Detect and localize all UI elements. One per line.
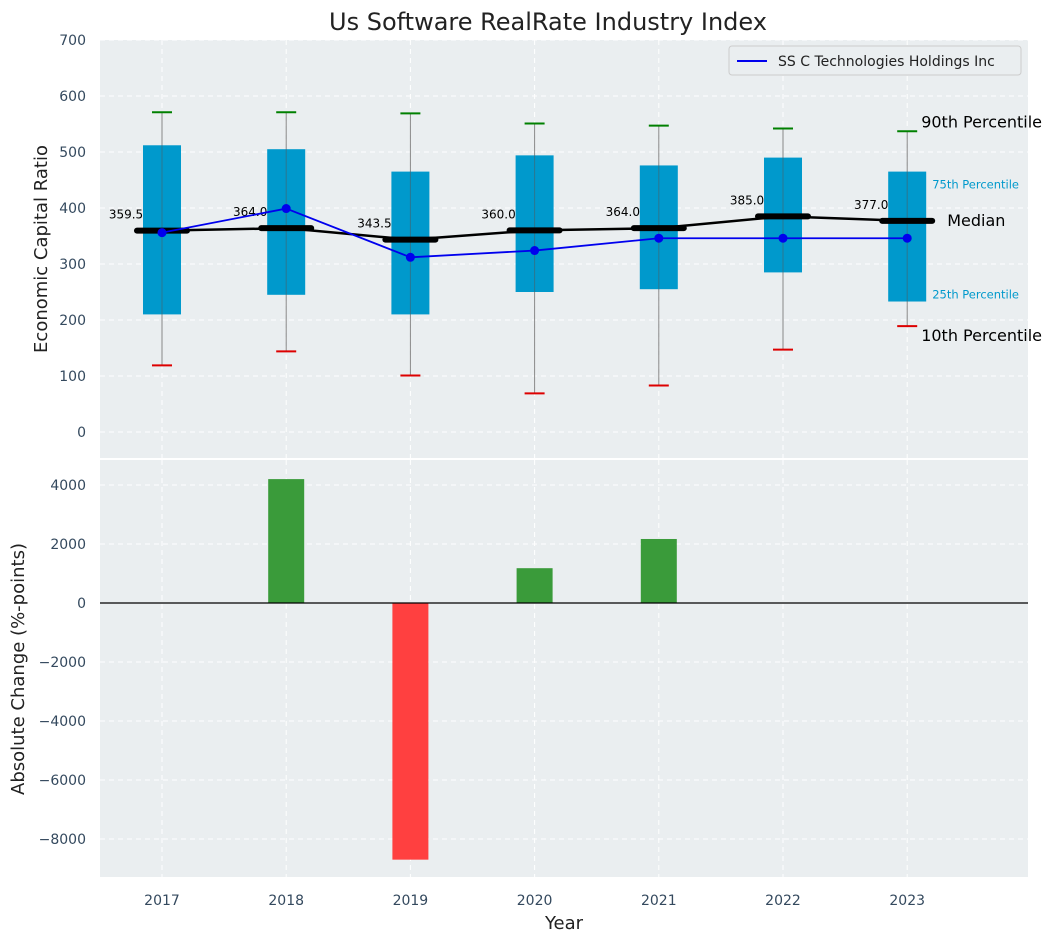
legend-entry: SS C Technologies Holdings Inc [778, 54, 995, 70]
top-y-ticks: 0 100 200 300 400 500 600 700 [59, 33, 86, 441]
x-tick-label: 2021 [641, 893, 677, 909]
change-bar [392, 603, 429, 860]
change-bar [640, 538, 677, 603]
annotation-p90: 90th Percentile [921, 112, 1042, 131]
y-tick-label: −4000 [39, 714, 86, 730]
y-tick-label: 400 [59, 201, 86, 217]
y-tick-label: 2000 [50, 537, 86, 553]
company-series [157, 204, 912, 262]
company-point [405, 252, 415, 262]
change-bars [100, 479, 1028, 860]
top-panel-bg [100, 40, 1028, 458]
x-tick-label: 2023 [889, 893, 925, 909]
chart-title: Us Software RealRate Industry Index [329, 8, 767, 36]
median-value-label: 360.0 [481, 207, 515, 221]
x-tick-label: 2019 [393, 893, 429, 909]
x-tick-label: 2017 [144, 893, 180, 909]
x-tick-label: 2022 [765, 893, 801, 909]
annotation-p75: 75th Percentile [932, 178, 1019, 192]
company-point [530, 246, 540, 256]
percentile-annotations: 90th Percentile 75th Percentile Median 25th… [921, 112, 1042, 345]
company-point [654, 233, 664, 243]
y-tick-label: 300 [59, 257, 86, 273]
change-bar [516, 568, 553, 603]
bottom-panel-bg [100, 460, 1028, 877]
legend: SS C Technologies Holdings Inc [728, 45, 1022, 76]
company-point [778, 233, 788, 243]
change-bar [268, 479, 305, 603]
y-tick-label: 600 [59, 89, 86, 105]
bottom-y-ticks: −8000 −6000 −4000 −2000 0 2000 4000 [39, 478, 86, 848]
y-tick-label: 700 [59, 33, 86, 49]
annotation-median: Median [947, 211, 1005, 230]
y-tick-label: 0 [77, 596, 86, 612]
y-tick-label: 0 [77, 425, 86, 441]
median-value-label: 364.0 [606, 205, 640, 219]
annotation-p25: 25th Percentile [932, 288, 1019, 302]
top-ylabel: Economic Capital Ratio [31, 145, 52, 353]
bottom-ylabel: Absolute Change (%-points) [8, 543, 29, 795]
company-point [902, 233, 912, 243]
x-tick-label: 2018 [268, 893, 304, 909]
x-tick-label: 2020 [517, 893, 553, 909]
y-tick-label: 100 [59, 369, 86, 385]
y-tick-label: −8000 [39, 832, 86, 848]
company-point [281, 204, 291, 214]
median-value-label: 359.5 [109, 208, 143, 222]
median-value-label: 377.0 [854, 198, 888, 212]
legend-box [728, 45, 1022, 76]
median-value-label: 385.0 [730, 193, 764, 207]
company-point [157, 228, 167, 238]
y-tick-label: 500 [59, 145, 86, 161]
y-tick-label: −2000 [39, 655, 86, 671]
x-axis-label: Year [544, 913, 584, 934]
median-value-label: 364.0 [233, 205, 267, 219]
median-value-label: 343.5 [357, 217, 391, 231]
annotation-p10: 10th Percentile [921, 326, 1042, 345]
y-tick-label: 200 [59, 313, 86, 329]
y-tick-label: 4000 [50, 478, 86, 494]
y-tick-label: −6000 [39, 773, 86, 789]
x-ticks: 2017 2018 2019 2020 2021 2022 2023 [144, 893, 925, 909]
